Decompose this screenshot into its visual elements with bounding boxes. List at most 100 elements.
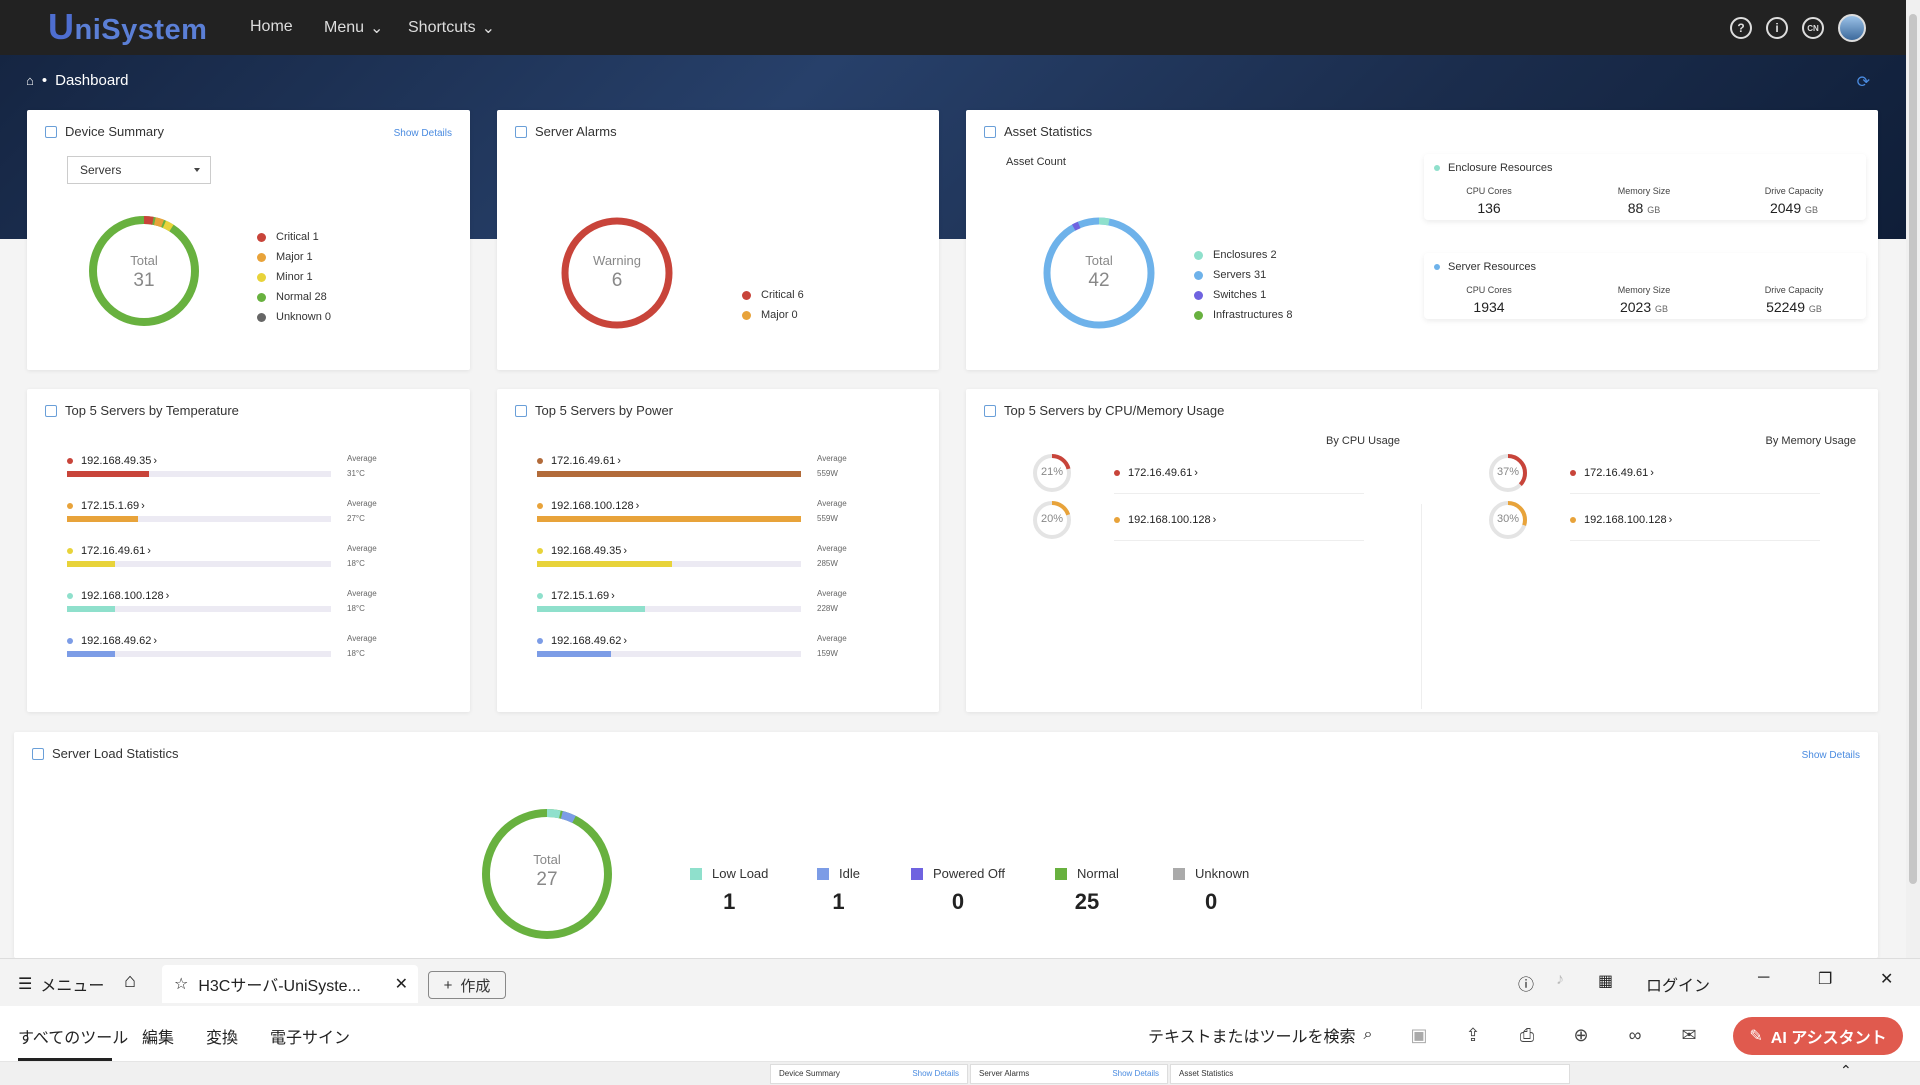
close-icon[interactable]: ✕ <box>394 976 408 993</box>
legend-item[interactable]: Major 1 <box>257 247 331 267</box>
chevron-down-icon: ⌄ <box>370 20 384 37</box>
share-icon[interactable]: ⊕ <box>1573 1025 1589 1045</box>
stat-normal[interactable]: Normal 25 <box>1055 866 1119 915</box>
server-bar-row[interactable]: 192.168.100.128 › Average 18°C <box>67 589 377 613</box>
bell-icon[interactable]: ♪ <box>1556 971 1564 988</box>
layers-icon <box>984 404 996 417</box>
help-icon[interactable]: ? <box>1730 17 1752 39</box>
server-bar-row[interactable]: 192.168.100.128 › Average 559W <box>537 499 847 523</box>
legend-item[interactable]: Critical 1 <box>257 227 331 247</box>
page-scrollbar[interactable] <box>1906 0 1920 958</box>
thumb-device-summary[interactable]: Device Summary Show Details <box>770 1064 968 1084</box>
stat-unknown[interactable]: Unknown 0 <box>1173 866 1249 915</box>
server-ip[interactable]: 172.16.49.61 <box>81 545 146 557</box>
active-tab-indicator <box>18 1058 112 1061</box>
home-icon[interactable]: ⌂ <box>124 970 137 992</box>
server-ip[interactable]: 172.16.49.61 <box>551 455 616 467</box>
server-bar-row[interactable]: 172.15.1.69 › Average 228W <box>537 589 847 613</box>
new-button[interactable]: + 作成 <box>428 971 506 999</box>
legend-item[interactable]: Major 0 <box>742 305 804 325</box>
thumb-asset-statistics[interactable]: Asset Statistics <box>1170 1064 1570 1084</box>
legend-item[interactable]: Normal 28 <box>257 287 331 307</box>
alarm-icon <box>515 125 527 138</box>
mail-icon[interactable]: ✉ <box>1681 1025 1697 1045</box>
avatar[interactable] <box>1838 14 1866 42</box>
server-ip-link[interactable]: 192.168.100.128 › <box>1114 514 1216 526</box>
server-ip[interactable]: 172.15.1.69 <box>81 500 140 512</box>
device-type-select[interactable]: Servers <box>67 156 211 184</box>
server-bar-row[interactable]: 172.16.49.61 › Average 559W <box>537 454 847 478</box>
top-navbar: UniSystem Home Menu ⌄ Shortcuts ⌄ ? i CN <box>0 0 1906 55</box>
search-tools[interactable]: テキストまたはツールを検索 ⌕ <box>1148 1026 1373 1046</box>
home-icon[interactable]: ⌂ <box>26 73 34 88</box>
server-ip[interactable]: 192.168.49.62 <box>81 635 152 647</box>
help-icon[interactable]: ⓘ <box>1518 977 1535 994</box>
stat-low-load[interactable]: Low Load 1 <box>690 866 768 915</box>
scrollbar-thumb[interactable] <box>1909 14 1917 884</box>
tool-convert[interactable]: 変換 <box>206 1030 239 1047</box>
server-bar-row[interactable]: 192.168.49.62 › Average 18°C <box>67 634 377 658</box>
legend-item[interactable]: Critical 6 <box>742 285 804 305</box>
legend-item[interactable]: Minor 1 <box>257 267 331 287</box>
caret-down-icon <box>194 168 200 172</box>
stat-idle[interactable]: Idle 1 <box>817 866 860 915</box>
server-ip[interactable]: 192.168.100.128 <box>81 590 164 602</box>
tool-all[interactable]: すべてのツール <box>18 1030 129 1047</box>
link-icon[interactable]: ∞ <box>1628 1025 1642 1045</box>
server-bar-row[interactable]: 172.15.1.69 › Average 27°C <box>67 499 377 523</box>
server-ip[interactable]: 172.15.1.69 <box>551 590 610 602</box>
chevron-right-icon: › <box>165 590 170 602</box>
breadcrumb: ⌂ • Dashboard <box>26 72 129 89</box>
minimize-icon[interactable]: ─ <box>1758 969 1770 986</box>
legend-item[interactable]: Unknown 0 <box>257 307 331 327</box>
server-bar-row[interactable]: 192.168.49.62 › Average 159W <box>537 634 847 658</box>
nav-menu[interactable]: Menu ⌄ <box>324 19 384 37</box>
server-ip[interactable]: 192.168.49.62 <box>551 635 622 647</box>
app-logo[interactable]: UniSystem <box>48 6 208 47</box>
bar-track <box>67 471 331 477</box>
hamburger-icon: ☰ <box>18 976 33 993</box>
close-window-icon[interactable]: ✕ <box>1880 971 1894 988</box>
login-button[interactable]: ログイン <box>1646 978 1711 995</box>
server-ip[interactable]: 192.168.100.128 <box>551 500 634 512</box>
document-tab[interactable]: ☆ H3Cサーバ-UniSyste... ✕ <box>162 965 418 1003</box>
server-ip-link[interactable]: 192.168.100.128 › <box>1570 514 1672 526</box>
device-summary-card: Device Summary Show Details Servers Tota… <box>27 110 470 370</box>
refresh-icon[interactable]: ⟳ <box>1856 74 1870 91</box>
upload-icon[interactable]: ⇪ <box>1465 1025 1481 1045</box>
apps-icon[interactable]: ▦ <box>1598 973 1614 990</box>
card-title: Server Alarms <box>535 124 617 139</box>
info-icon[interactable]: i <box>1766 17 1788 39</box>
legend-item[interactable]: Switches 1 <box>1194 285 1292 305</box>
server-ip[interactable]: 192.168.49.35 <box>551 545 622 557</box>
tool-edit[interactable]: 編集 <box>142 1030 175 1047</box>
server-ip-link[interactable]: 172.16.49.61 › <box>1114 467 1198 479</box>
stat-powered-off[interactable]: Powered Off 0 <box>911 866 1005 915</box>
restore-icon[interactable]: ❐ <box>1818 971 1833 988</box>
menu-button[interactable]: ☰ メニュー <box>18 976 105 995</box>
language-icon[interactable]: CN <box>1802 17 1824 39</box>
chevron-right-icon: › <box>1194 467 1198 479</box>
thumb-server-alarms[interactable]: Server Alarms Show Details <box>970 1064 1168 1084</box>
show-details-link[interactable]: Show Details <box>393 128 452 139</box>
server-bar-row[interactable]: 172.16.49.61 › Average 18°C <box>67 544 377 568</box>
legend-item[interactable]: Enclosures 2 <box>1194 245 1292 265</box>
average-value: 27°C <box>347 514 365 523</box>
star-icon[interactable]: ☆ <box>174 976 189 993</box>
nav-shortcuts[interactable]: Shortcuts ⌄ <box>408 19 495 37</box>
tool-esign[interactable]: 電子サイン <box>270 1030 351 1047</box>
ai-assistant-button[interactable]: ✎ AI アシスタント <box>1733 1017 1903 1055</box>
chevron-up-icon[interactable]: ⌃ <box>1840 1062 1852 1078</box>
save-icon[interactable]: ▣ <box>1410 1025 1428 1045</box>
print-icon[interactable]: ⎙ <box>1519 1025 1535 1045</box>
server-bar-row[interactable]: 192.168.49.35 › Average 285W <box>537 544 847 568</box>
server-bar-row[interactable]: 192.168.49.35 › Average 31°C <box>67 454 377 478</box>
show-details-link[interactable]: Show Details <box>1801 750 1860 761</box>
server-ip[interactable]: 192.168.49.35 <box>81 455 152 467</box>
legend-item[interactable]: Infrastructures 8 <box>1194 305 1292 325</box>
nav-home[interactable]: Home <box>250 18 293 35</box>
average-value: 159W <box>817 649 838 658</box>
server-ip-link[interactable]: 172.16.49.61 › <box>1570 467 1654 479</box>
legend-item[interactable]: Servers 31 <box>1194 265 1292 285</box>
asset-legend: Enclosures 2 Servers 31 Switches 1 Infra… <box>1194 245 1292 325</box>
